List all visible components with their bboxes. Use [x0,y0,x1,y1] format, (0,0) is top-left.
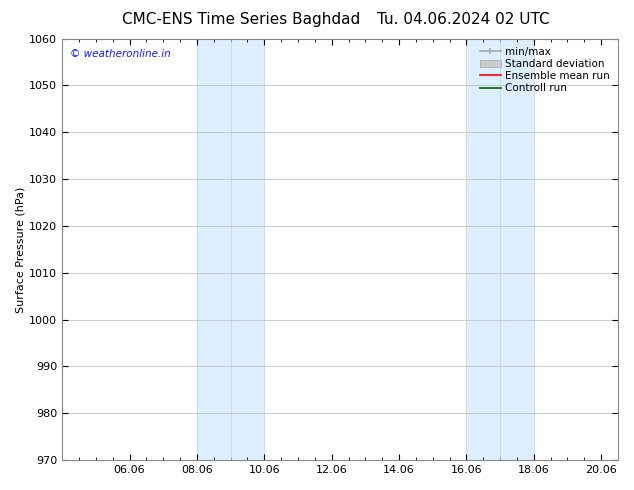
Text: Tu. 04.06.2024 02 UTC: Tu. 04.06.2024 02 UTC [377,12,549,27]
Text: © weatheronline.in: © weatheronline.in [70,49,171,59]
Y-axis label: Surface Pressure (hPa): Surface Pressure (hPa) [15,186,25,313]
Text: CMC-ENS Time Series Baghdad: CMC-ENS Time Series Baghdad [122,12,360,27]
Bar [467,39,534,460]
Legend: min/max, Standard deviation, Ensemble mean run, Controll run: min/max, Standard deviation, Ensemble me… [477,44,613,97]
Bar [197,39,264,460]
